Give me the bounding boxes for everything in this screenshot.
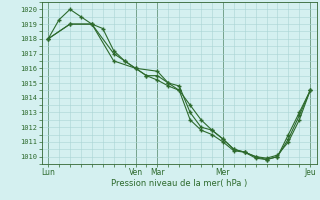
X-axis label: Pression niveau de la mer( hPa ): Pression niveau de la mer( hPa ) [111,179,247,188]
